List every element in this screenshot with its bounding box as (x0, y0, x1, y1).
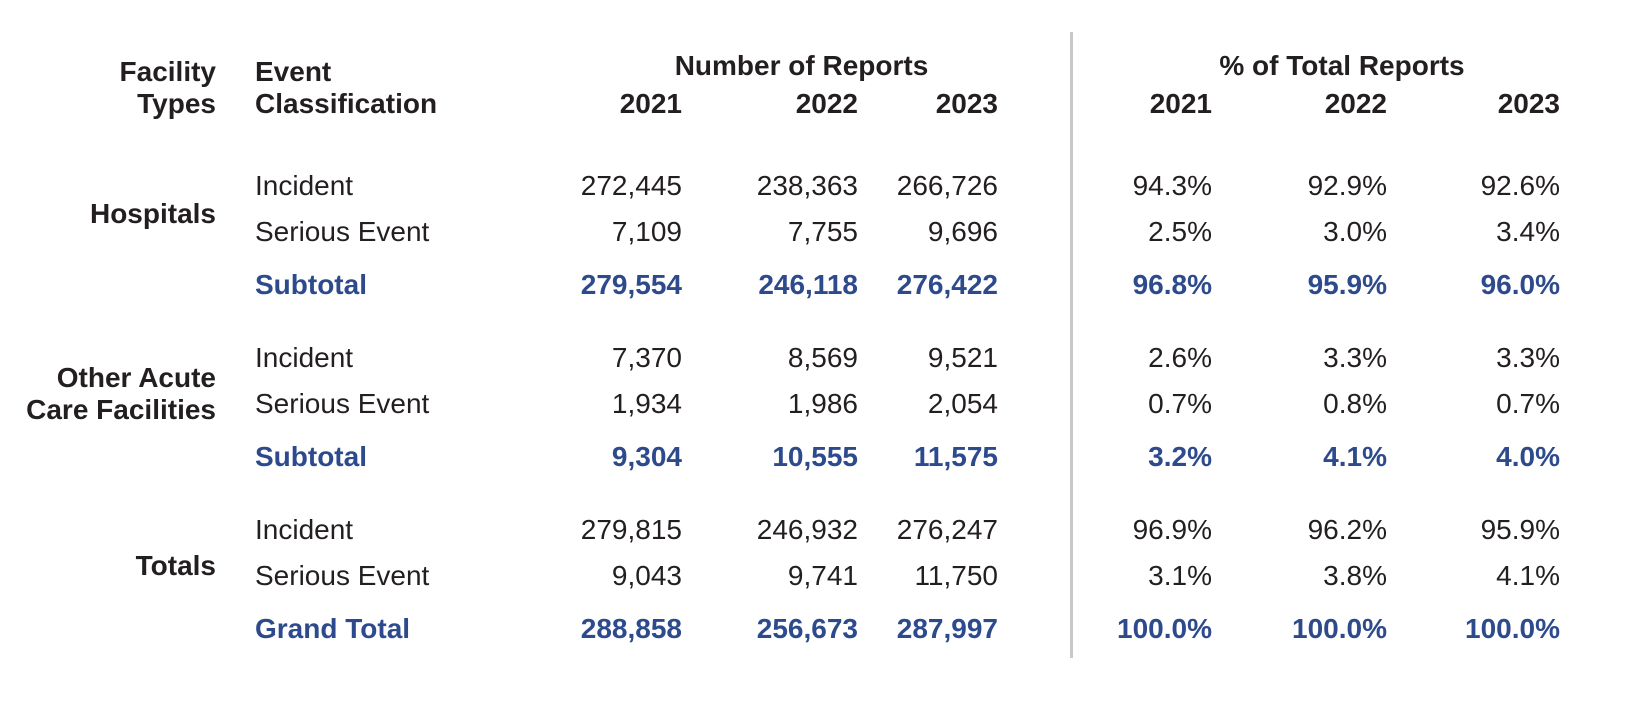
value-cell: 11,750 (914, 560, 998, 591)
value-cell: 279,815 (580, 514, 682, 545)
value-cell: 7,370 (611, 342, 682, 373)
subtotal-value-cell: 10,555 (772, 441, 858, 472)
value-cell: 246,932 (756, 514, 858, 545)
percent-cell: 95.9% (1480, 514, 1560, 545)
value-cell: 9,696 (927, 216, 998, 247)
value-cell: 238,363 (756, 170, 858, 201)
subtotal-value-cell: 279,554 (580, 269, 682, 300)
classification-cell: Serious Event (255, 560, 430, 591)
subtotal-percent-cell: 3.2% (1148, 441, 1212, 472)
subtotal-percent-cell: 96.0% (1480, 269, 1560, 300)
percent-cell: 3.3% (1323, 342, 1387, 373)
value-cell: 9,741 (787, 560, 858, 591)
facility-label-line: Care Facilities (26, 394, 216, 425)
column-header-facility-line1: Facility (119, 56, 216, 87)
value-cell: 9,043 (611, 560, 682, 591)
classification-cell: Serious Event (255, 216, 430, 247)
value-cell: 8,569 (787, 342, 858, 373)
classification-cell: Incident (255, 170, 354, 201)
reports-table: Facility Types Event Classification Numb… (26, 50, 1560, 652)
classification-cell: Incident (255, 342, 354, 373)
grand-total-percent-cell: 100.0% (1465, 613, 1560, 644)
column-group-divider (1070, 32, 1073, 658)
percent-cell: 96.2% (1307, 514, 1387, 545)
percent-cell: 2.5% (1148, 216, 1212, 247)
percent-cell: 3.8% (1323, 560, 1387, 591)
percent-cell: 3.4% (1496, 216, 1560, 247)
value-cell: 7,109 (611, 216, 682, 247)
subtotal-label: Subtotal (255, 269, 367, 300)
value-cell: 1,986 (787, 388, 858, 419)
percent-cell: 92.6% (1480, 170, 1560, 201)
value-cell: 1,934 (611, 388, 682, 419)
percent-cell: 0.7% (1148, 388, 1212, 419)
subtotal-value-cell: 276,422 (896, 269, 998, 300)
facility-label-line: Hospitals (89, 198, 216, 229)
subtotal-percent-cell: 96.8% (1132, 269, 1212, 300)
percent-cell: 3.3% (1496, 342, 1560, 373)
grand-total-label: Grand Total (255, 613, 411, 644)
column-header-event-classification: Event Classification (216, 50, 470, 120)
value-cell: 272,445 (580, 170, 682, 201)
classification-cell: Incident (255, 514, 354, 545)
year-header-number-2022: 2022 (795, 88, 858, 119)
subtotal-label: Subtotal (255, 441, 367, 472)
column-header-facility-types: Facility Types (60, 50, 216, 120)
value-cell: 9,521 (927, 342, 998, 373)
subtotal-percent-cell: 95.9% (1307, 269, 1387, 300)
percent-cell: 4.1% (1496, 560, 1560, 591)
facility-label-totals: Totals (60, 480, 216, 652)
grand-total-percent-cell: 100.0% (1292, 613, 1387, 644)
group-title-percent-of-total-reports: % of Total Reports (1219, 50, 1465, 81)
value-cell: 7,755 (787, 216, 858, 247)
column-header-classification-line2: Classification (255, 88, 438, 119)
percent-cell: 96.9% (1132, 514, 1212, 545)
classification-cell: Serious Event (255, 388, 430, 419)
table-grid: Facility Types Event Classification Numb… (26, 50, 1560, 652)
group-title-number-of-reports: Number of Reports (674, 50, 929, 81)
subtotal-value-cell: 246,118 (758, 269, 858, 300)
year-header-percent-2023: 2023 (1497, 88, 1560, 119)
subtotal-value-cell: 11,575 (913, 441, 998, 472)
column-header-facility-line2: Types (137, 88, 216, 119)
year-header-number-2021: 2021 (619, 88, 682, 119)
facility-label-line: Other Acute (56, 362, 216, 393)
subtotal-percent-cell: 4.0% (1496, 441, 1560, 472)
value-cell: 2,054 (927, 388, 998, 419)
value-cell: 276,247 (896, 514, 998, 545)
value-cell: 266,726 (896, 170, 998, 201)
facility-label-other-acute-care-facilities: Other Acute Care Facilities (26, 308, 216, 480)
year-header-percent-2021: 2021 (1149, 88, 1212, 119)
grand-total-percent-cell: 100.0% (1117, 613, 1212, 644)
percent-cell: 92.9% (1307, 170, 1387, 201)
year-header-number-2023: 2023 (935, 88, 998, 119)
percent-cell: 3.1% (1148, 560, 1212, 591)
grand-total-value-cell: 288,858 (580, 613, 682, 644)
percent-cell: 0.8% (1323, 388, 1387, 419)
percent-cell: 94.3% (1132, 170, 1212, 201)
year-header-percent-2022: 2022 (1324, 88, 1387, 119)
grand-total-value-cell: 287,997 (896, 613, 998, 644)
percent-cell: 3.0% (1323, 216, 1387, 247)
subtotal-value-cell: 9,304 (611, 441, 682, 472)
percent-cell: 2.6% (1148, 342, 1212, 373)
subtotal-percent-cell: 4.1% (1323, 441, 1387, 472)
percent-cell: 0.7% (1496, 388, 1560, 419)
facility-label-hospitals: Hospitals (60, 120, 216, 308)
facility-label-line: Totals (135, 550, 216, 581)
column-header-classification-line1: Event (255, 56, 332, 87)
grand-total-value-cell: 256,673 (756, 613, 858, 644)
